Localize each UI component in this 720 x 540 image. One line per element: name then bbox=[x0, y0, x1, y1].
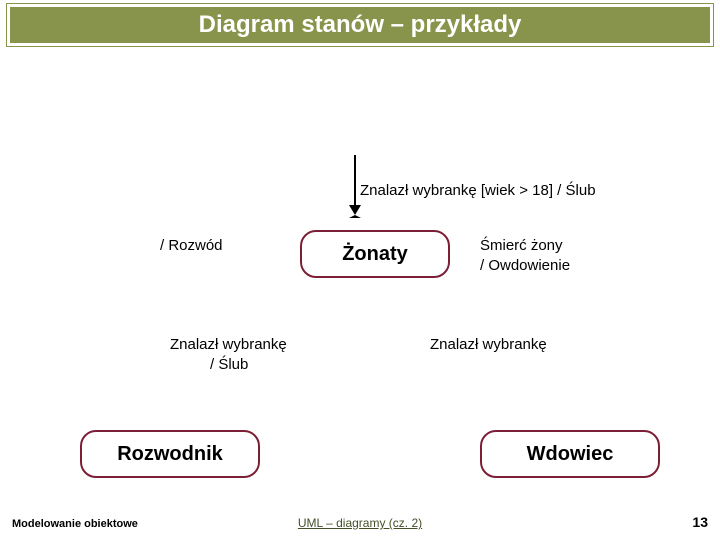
arrow-head-incoming bbox=[349, 205, 361, 218]
label-incoming: Znalazł wybrankę [wiek > 18] / Ślub bbox=[360, 182, 596, 199]
label-znalazl-left-line2: / Ślub bbox=[210, 356, 248, 373]
label-smierc-line2: / Owdowienie bbox=[480, 257, 570, 274]
label-smierc-line1: Śmierć żony bbox=[480, 237, 563, 254]
state-wdowiec: Wdowiec bbox=[480, 430, 660, 478]
label-znalazl-right: Znalazł wybrankę bbox=[430, 336, 547, 353]
footer-left: Modelowanie obiektowe bbox=[12, 518, 138, 530]
footer-right: 13 bbox=[692, 514, 708, 530]
state-zonaty: Żonaty bbox=[300, 230, 450, 278]
state-rozwodnik: Rozwodnik bbox=[80, 430, 260, 478]
state-zonaty-label: Żonaty bbox=[342, 243, 408, 266]
title-bar: Diagram stanów – przykłady bbox=[10, 7, 710, 43]
footer-center: UML – diagramy (cz. 2) bbox=[298, 516, 422, 530]
slide-title: Diagram stanów – przykłady bbox=[199, 11, 522, 39]
label-znalazl-left-line1: Znalazł wybrankę bbox=[170, 336, 287, 353]
label-rozwod: / Rozwód bbox=[160, 237, 223, 254]
state-wdowiec-label: Wdowiec bbox=[527, 443, 614, 466]
state-rozwodnik-label: Rozwodnik bbox=[117, 443, 223, 466]
arrow-line-incoming bbox=[354, 155, 356, 205]
slide-root: { "title": "Diagram stanów – przykłady",… bbox=[0, 0, 720, 540]
